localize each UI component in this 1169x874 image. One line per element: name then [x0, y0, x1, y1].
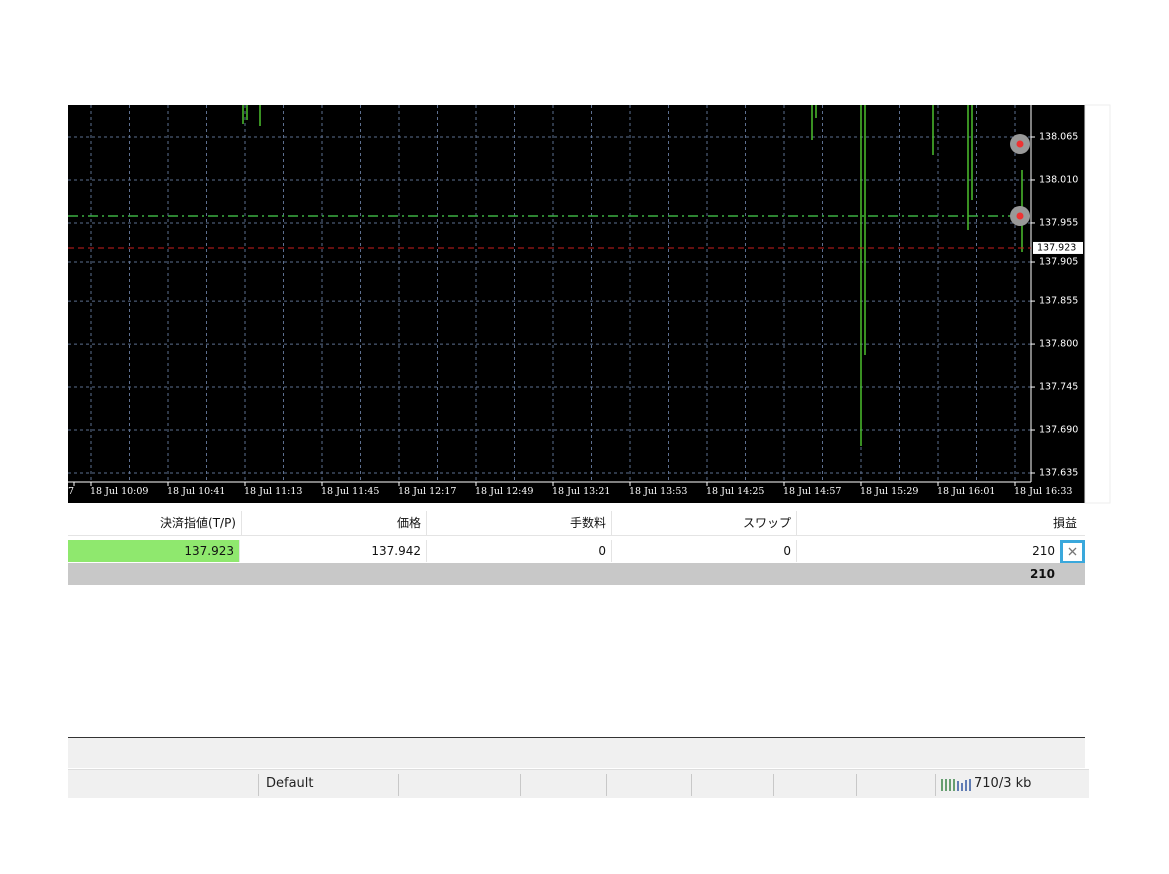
time-label: 18 Jul 14:57: [783, 486, 841, 497]
separator: [773, 774, 774, 796]
time-label: 18 Jul 11:13: [244, 486, 302, 497]
total-profit: 210: [1029, 567, 1055, 581]
terminal-panel: 決済指値(T/P) 価格 手数料 スワップ 損益 137.923 137.942 0 0 210…: [68, 505, 1085, 797]
time-label: 18 Jul 14:25: [706, 486, 764, 497]
price-label: 138.010: [1039, 174, 1078, 185]
column-header: 価格: [242, 511, 427, 535]
separator: [606, 774, 607, 796]
separator: [398, 774, 399, 796]
price-label: 137.745: [1039, 382, 1078, 393]
separator: [856, 774, 857, 796]
order-markers: [1010, 134, 1030, 226]
separator: [691, 774, 692, 796]
order-cell: 210: [1032, 544, 1055, 558]
status-bar: Default 710/3 kb: [68, 769, 1089, 798]
profile-name: Default: [266, 776, 314, 791]
time-label: 18 Jul 13:21: [552, 486, 610, 497]
close-order-button[interactable]: [1060, 540, 1085, 564]
price-label: 137.855: [1039, 296, 1078, 307]
column-header: 損益: [1052, 516, 1077, 530]
current-price-box: [1033, 241, 1083, 254]
price-label: 137.635: [1039, 468, 1078, 479]
separator: [258, 774, 259, 796]
chart-background: [68, 105, 1085, 503]
order-cell: 137.942: [242, 540, 427, 562]
order-cell: 0: [427, 540, 612, 562]
separator: [520, 774, 521, 796]
time-label: 18 Jul 13:53: [629, 486, 687, 497]
time-label: 18 Jul 11:45: [321, 486, 379, 497]
time-label: 18 Jul 15:29: [860, 486, 918, 497]
traffic-text: 710/3 kb: [974, 776, 1032, 791]
price-label: 137.690: [1039, 425, 1078, 436]
time-label: 18 Jul 12:17: [398, 486, 456, 497]
time-label: 7: [68, 486, 74, 497]
price-label: 138.065: [1039, 132, 1078, 143]
price-chart: 138.065 138.010 137.955 137.905 137.855 137.8…: [68, 104, 1111, 504]
time-label: 18 Jul 12:49: [475, 486, 533, 497]
right-edge: [1084, 104, 1111, 504]
traffic-icon: [941, 779, 971, 791]
order-cell: 0: [612, 540, 797, 562]
total-row: 210: [68, 563, 1085, 585]
table-header: 決済指値(T/P) 価格 手数料 スワップ 損益: [68, 511, 1085, 536]
time-label: 18 Jul 16:33: [1014, 486, 1072, 497]
separator: [935, 774, 936, 796]
price-label: 137.955: [1039, 217, 1078, 228]
current-price-label: 137.923: [1037, 242, 1076, 253]
time-label: 18 Jul 16:01: [937, 486, 995, 497]
column-header: スワップ: [612, 511, 797, 535]
order-row: 137.923 137.942 0 0 210: [68, 540, 1085, 562]
time-label: 18 Jul 10:09: [90, 486, 148, 497]
price-spikes: [242, 105, 1023, 446]
column-header: 手数料: [427, 511, 612, 535]
close-icon: [1068, 547, 1077, 556]
price-label: 137.905: [1039, 257, 1078, 268]
time-label: 18 Jul 10:41: [167, 486, 225, 497]
order-cell: 137.923: [68, 540, 240, 562]
tab-bar: [68, 738, 1085, 768]
column-header: 決済指値(T/P): [68, 511, 242, 535]
divider: [68, 737, 1085, 738]
price-label: 137.800: [1039, 339, 1078, 350]
